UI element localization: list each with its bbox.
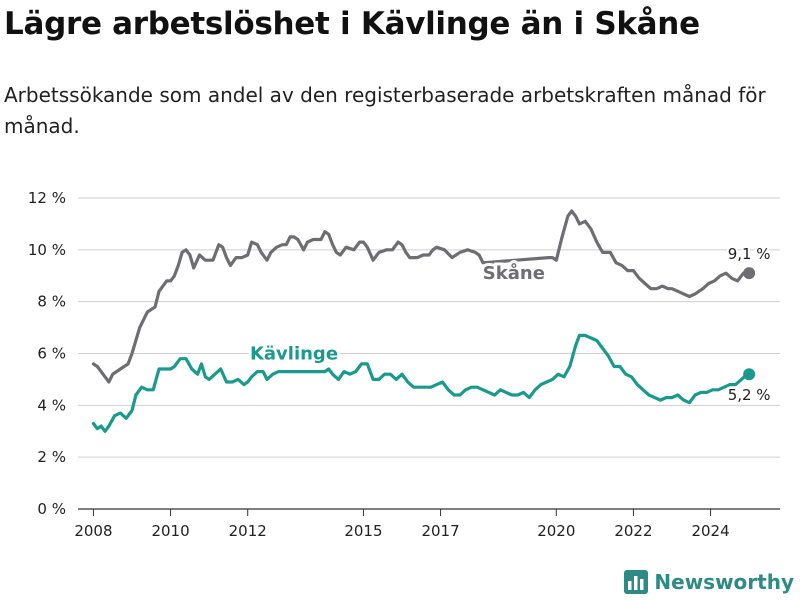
y-tick-label: 2 % — [37, 448, 66, 466]
label-layer: Skåne 9,1 % Kävlinge 5,2 % — [247, 243, 773, 406]
x-tick-label: 2012 — [229, 522, 267, 540]
series-name-label: Skåne — [483, 262, 545, 284]
y-tick-label: 4 % — [37, 396, 66, 414]
brand-name: Newsworthy — [654, 570, 794, 594]
chart-subtitle: Arbetssökande som andel av den registerb… — [4, 83, 766, 138]
axis-layer: 0 % 2 % 4 % 6 % 8 % 10 % 12 % 2008 2010 2012 2015 2… — [28, 189, 730, 540]
series-end-marker — [743, 368, 756, 381]
x-tick-label: 2024 — [691, 522, 729, 540]
newsworthy-logo: Newsworthy — [624, 570, 794, 594]
x-tick-label: 2010 — [151, 522, 189, 540]
y-tick-label: 12 % — [28, 189, 66, 207]
series-layer — [91, 209, 756, 433]
x-tick-label: 2022 — [614, 522, 652, 540]
x-tick-label: 2017 — [421, 522, 459, 540]
chart-title: Lägre arbetslöshet i Kävlinge än i Skåne — [4, 6, 700, 42]
y-tick-label: 10 % — [28, 241, 66, 259]
x-tick-label: 2020 — [537, 522, 575, 540]
y-tick-label: 0 % — [37, 500, 66, 518]
series-line-0 — [91, 209, 751, 384]
y-tick-label: 8 % — [37, 293, 66, 311]
series-end-marker — [743, 267, 756, 280]
y-tick-label: 6 % — [37, 345, 66, 363]
bar-chart-logo-icon — [624, 570, 649, 594]
grid-layer — [78, 197, 780, 510]
line-chart: 0 % 2 % 4 % 6 % 8 % 10 % 12 % 2008 2010 2012 2015 2… — [28, 189, 780, 540]
series-name-label: Kävlinge — [250, 344, 338, 365]
series-end-value-label: 5,2 % — [728, 386, 771, 404]
series-end-value-label: 9,1 % — [728, 245, 771, 263]
series-line-1 — [91, 333, 751, 433]
x-tick-label: 2015 — [344, 522, 382, 540]
x-tick-label: 2008 — [74, 522, 112, 540]
